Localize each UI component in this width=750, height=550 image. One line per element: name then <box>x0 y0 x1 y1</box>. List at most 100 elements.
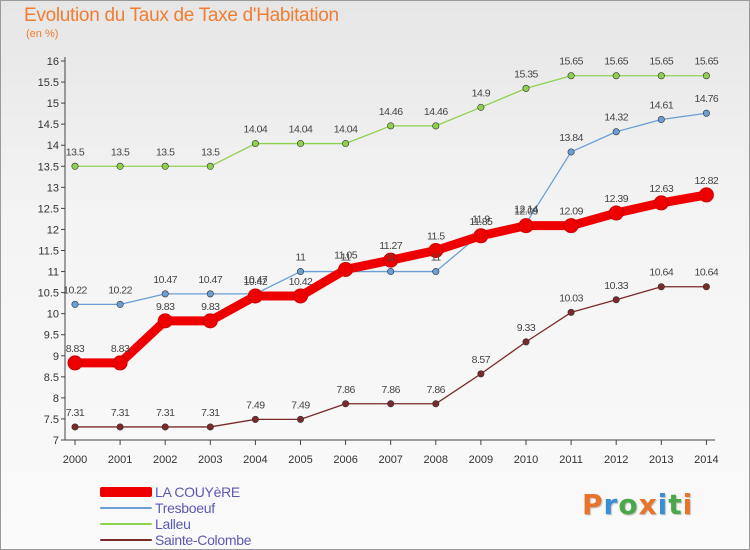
x-tick-label: 2000 <box>63 454 87 466</box>
data-label: 14.04 <box>244 124 268 136</box>
y-tick-label: 14 <box>47 140 59 152</box>
x-tick-label: 2013 <box>649 454 673 466</box>
y-tick-label: 12.5 <box>38 203 59 215</box>
legend-swatch <box>100 539 152 541</box>
data-point <box>67 355 83 371</box>
y-tick-label: 10 <box>47 309 59 321</box>
x-tick-label: 2005 <box>288 454 312 466</box>
data-label: 15.65 <box>695 56 719 68</box>
data-label: 8.83 <box>66 343 85 355</box>
data-label: 10.22 <box>63 284 87 296</box>
series-lalleu <box>71 72 710 170</box>
chart-title: Evolution du Taux de Taxe d'Habitation <box>24 5 339 26</box>
data-label: 11 <box>341 252 352 264</box>
data-label: 7.49 <box>291 399 310 411</box>
data-point <box>567 148 575 156</box>
series-la-couy-re <box>67 187 714 371</box>
data-label: 9.33 <box>517 322 536 334</box>
data-label: 12.09 <box>559 206 583 218</box>
y-tick-label: 12 <box>47 224 59 236</box>
logo-letter: x <box>638 488 658 521</box>
y-tick-label: 11 <box>48 267 59 279</box>
data-point <box>702 72 710 80</box>
y-tick-label: 7 <box>53 435 59 447</box>
data-point <box>71 162 79 170</box>
data-label: 7.31 <box>66 407 85 419</box>
data-label: 12.82 <box>695 175 719 187</box>
legend-label: Lalleu <box>155 516 191 532</box>
data-point <box>206 162 214 170</box>
x-tick-label: 2004 <box>243 454 267 466</box>
data-point <box>116 300 124 308</box>
data-point <box>477 370 485 378</box>
data-point <box>702 283 710 291</box>
y-tick-label: 9.5 <box>44 330 59 342</box>
x-tick-label: 2010 <box>514 454 538 466</box>
y-tick-label: 8.5 <box>44 372 59 384</box>
y-tick-label: 9 <box>53 351 59 363</box>
data-point <box>612 128 620 136</box>
data-label: 7.49 <box>246 399 265 411</box>
data-label: 7.86 <box>427 384 446 396</box>
data-label: 11.27 <box>379 240 403 252</box>
data-point <box>342 400 350 408</box>
logo-letter: i <box>682 488 694 521</box>
data-point <box>567 308 575 316</box>
data-point <box>657 72 665 80</box>
data-label: 10.64 <box>649 267 673 279</box>
series-sainte-colombe <box>71 283 710 431</box>
proxiti-logo: Proxiti <box>582 488 693 521</box>
logo-letter: r <box>603 488 619 521</box>
data-label: 15.65 <box>559 56 583 68</box>
data-label: 14.46 <box>424 106 448 118</box>
data-point <box>522 338 530 346</box>
data-label: 9.83 <box>156 301 175 313</box>
data-label: 8.57 <box>472 354 491 366</box>
x-tick-label: 2009 <box>469 454 493 466</box>
data-point <box>387 122 395 130</box>
data-label: 13.5 <box>66 146 85 158</box>
data-label: 13.84 <box>559 132 583 144</box>
data-point <box>161 290 169 298</box>
x-tick-label: 2001 <box>108 454 132 466</box>
data-label: 11.5 <box>427 231 445 243</box>
data-label: 14.32 <box>604 112 628 124</box>
series-layer <box>67 72 714 431</box>
data-label: 13.5 <box>201 146 220 158</box>
data-point <box>296 268 304 276</box>
data-label: 15.65 <box>649 56 673 68</box>
data-point <box>206 423 214 431</box>
data-point <box>612 296 620 304</box>
data-point <box>112 355 128 371</box>
logo-letter: t <box>668 488 683 521</box>
data-label: 7.31 <box>201 407 220 419</box>
legend-swatch <box>100 487 152 497</box>
y-tick-label: 14.5 <box>38 119 59 131</box>
data-label: 12.14 <box>514 204 538 216</box>
logo-letter: i <box>657 488 669 521</box>
data-point <box>698 187 714 203</box>
data-label: 10.42 <box>244 276 268 288</box>
data-label: 12.63 <box>649 183 673 195</box>
x-tick-label: 2002 <box>153 454 177 466</box>
y-tick-label: 15.5 <box>38 77 59 89</box>
data-point <box>657 283 665 291</box>
y-tick-label: 11.5 <box>38 246 59 258</box>
data-point <box>251 140 259 148</box>
data-point <box>428 243 444 258</box>
data-point <box>71 423 79 431</box>
logo-letter: P <box>582 488 604 521</box>
data-point <box>608 205 624 221</box>
data-label: 7.31 <box>156 407 175 419</box>
legend-item: Lalleu <box>100 516 251 532</box>
data-point <box>702 109 710 117</box>
data-label: 12.39 <box>604 193 628 205</box>
data-label: 11.85 <box>469 216 493 228</box>
data-label: 10.03 <box>559 292 583 304</box>
data-point <box>247 288 263 304</box>
x-tick-label: 2011 <box>559 454 583 466</box>
data-label: 10.42 <box>289 276 313 288</box>
data-label: 9.83 <box>201 301 220 313</box>
